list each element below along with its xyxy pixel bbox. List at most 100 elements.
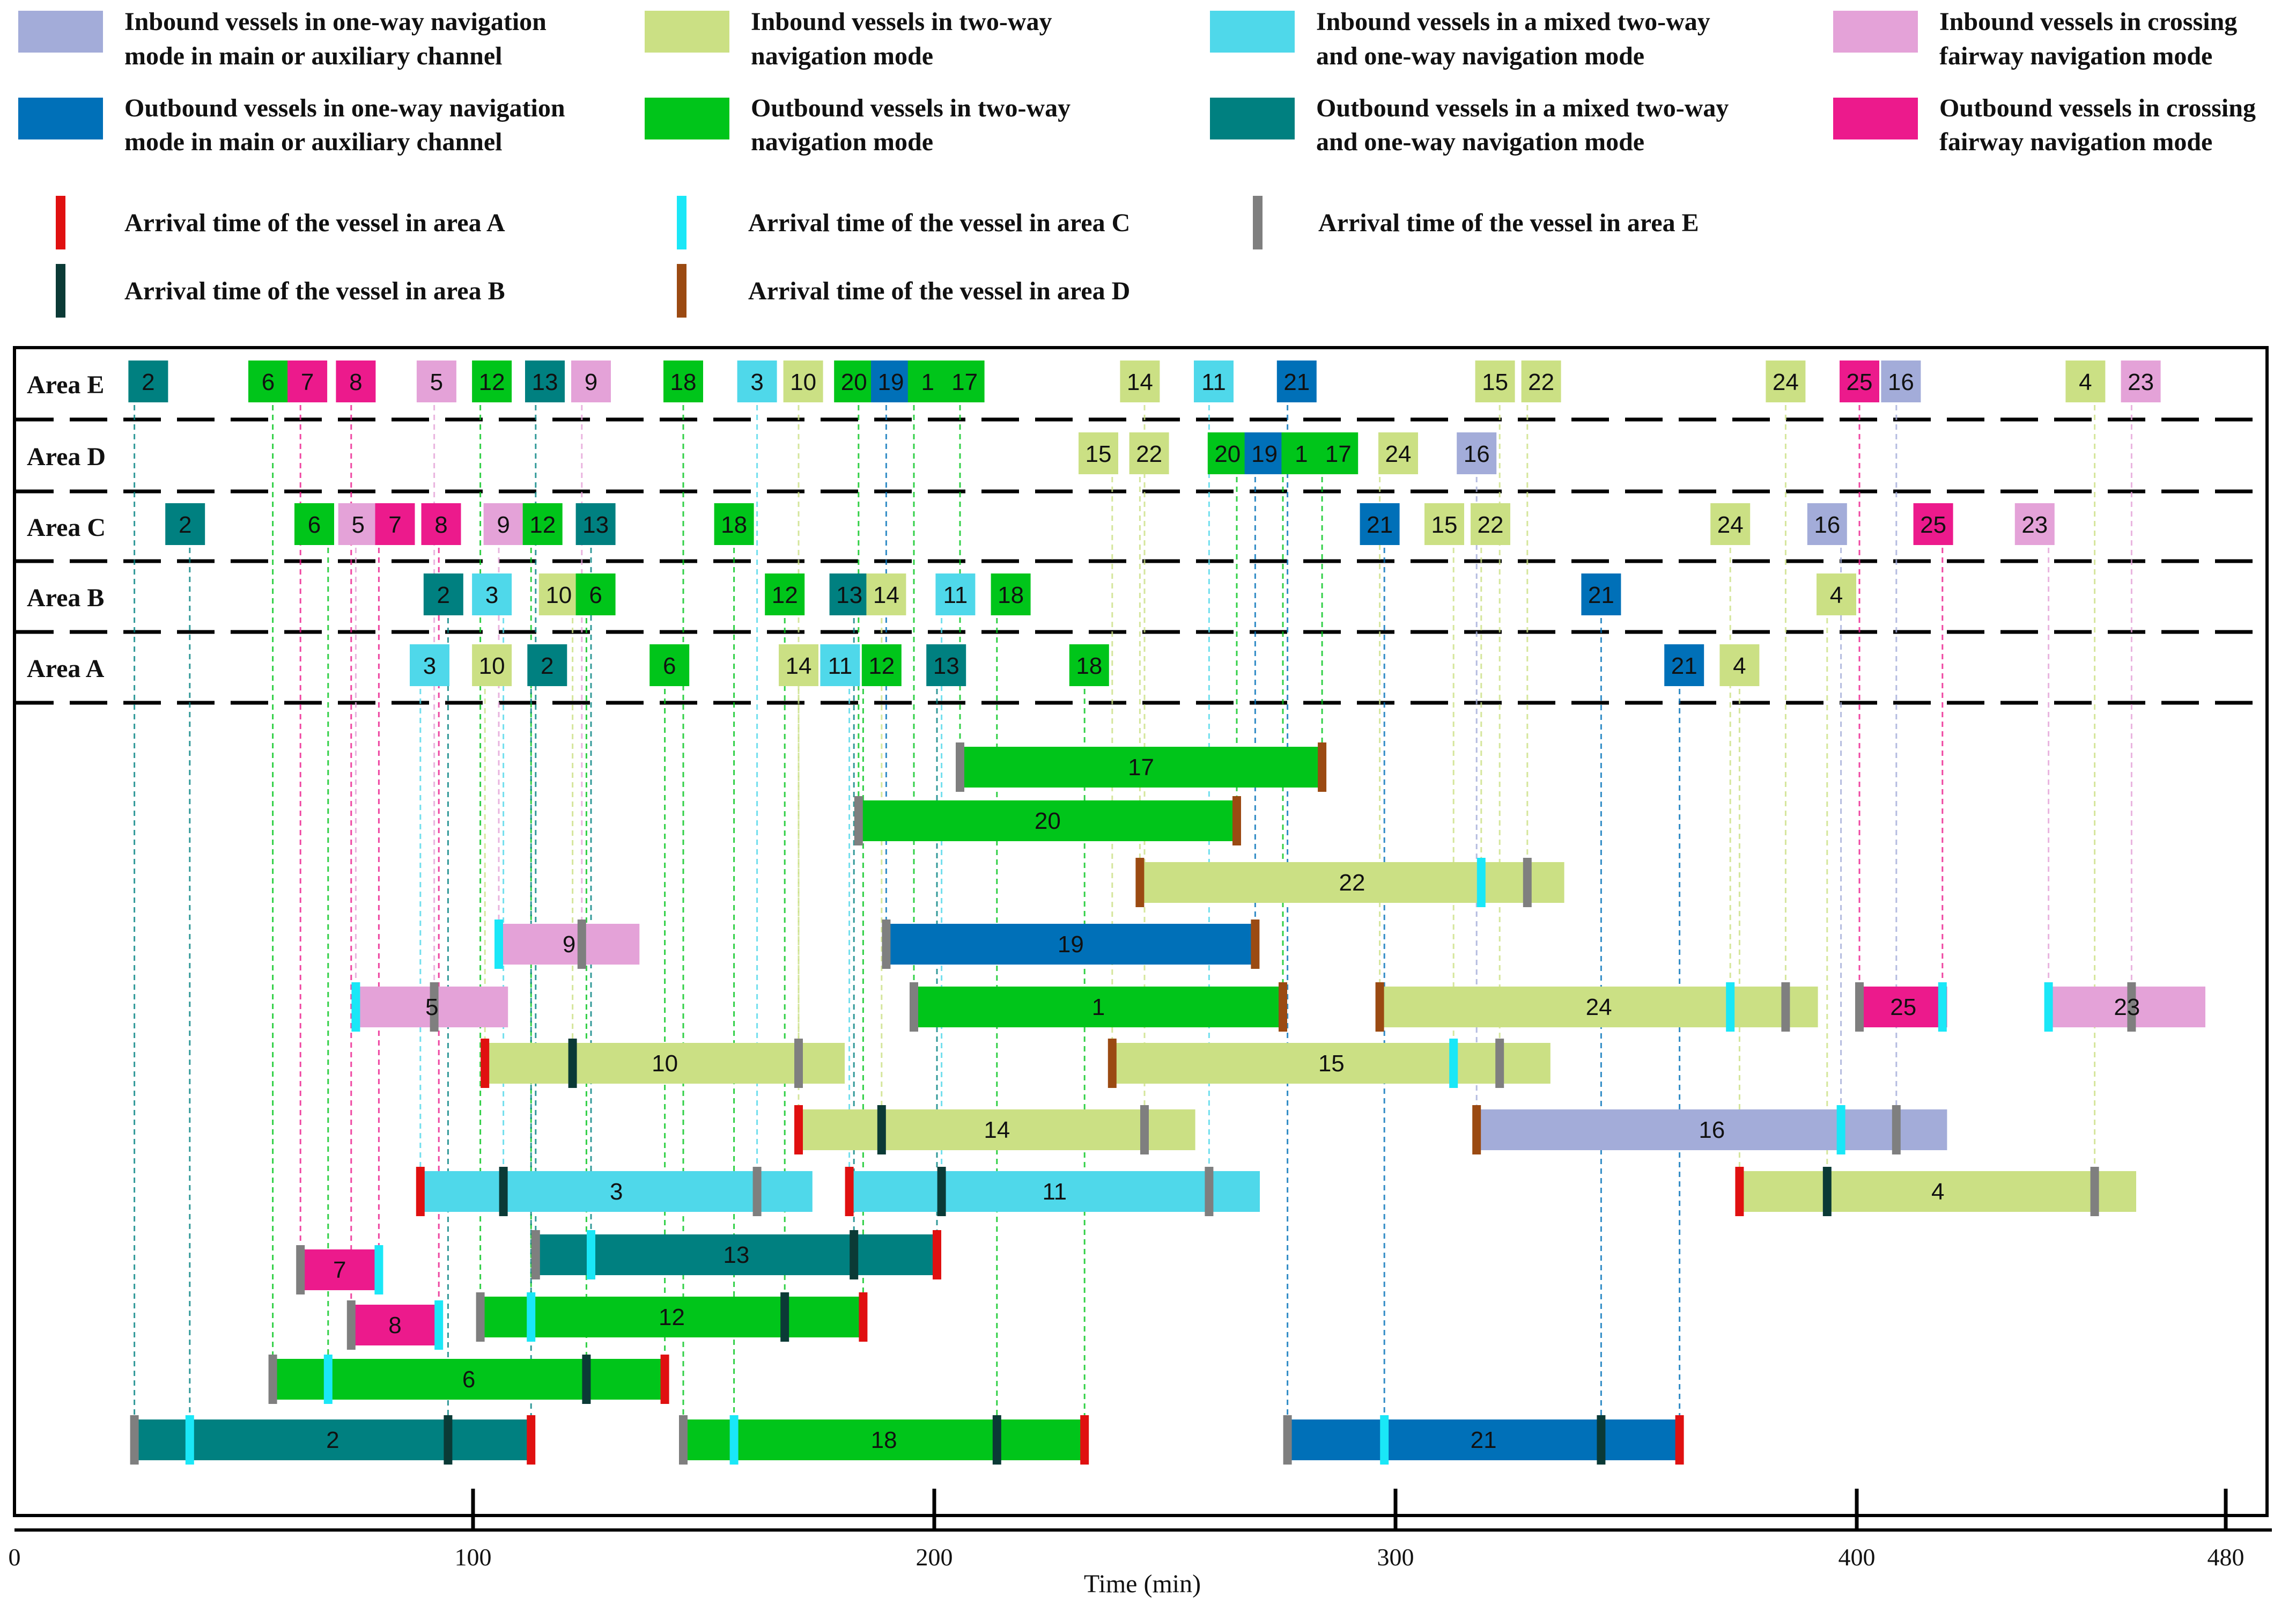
- area-chip-D-17: [1318, 432, 1359, 474]
- area-chip-A-3: [410, 644, 449, 686]
- area-chip-label-D-20: 20: [1214, 441, 1241, 467]
- vessel-bar-6: [272, 1359, 665, 1400]
- vessel-bar-label-5: 5: [425, 994, 438, 1020]
- legend-label-in_crossing-line2: fairway navigation mode: [1939, 42, 2212, 70]
- arrival-marker-10-A: [481, 1039, 490, 1088]
- legend-swatch-out_mixed: [1210, 98, 1295, 139]
- area-chip-label-C-6: 6: [308, 512, 321, 538]
- area-chip-A-18: [1069, 644, 1109, 686]
- area-chip-A-21: [1664, 644, 1704, 686]
- vessel-bar-label-16: 16: [1699, 1117, 1725, 1143]
- area-chip-A-12: [861, 644, 902, 686]
- area-chip-label-C-5: 5: [351, 512, 364, 538]
- vessel-bar-label-17: 17: [1128, 754, 1154, 781]
- plot-frame: [13, 346, 2269, 1517]
- arrival-marker-4-B: [1822, 1167, 1832, 1216]
- arrival-marker-20-D: [1232, 796, 1241, 845]
- legend-marker-marker_A: [56, 196, 65, 249]
- vessel-bar-4: [1739, 1171, 2136, 1212]
- vessel-bar-label-18: 18: [871, 1427, 897, 1453]
- vessel-bar-25: [1859, 987, 1947, 1027]
- legend-label-in_oneway-line1: Inbound vessels in one-way navigation: [124, 8, 547, 36]
- vessel-bar-12: [480, 1297, 863, 1337]
- area-chip-A-2: [527, 644, 567, 686]
- arrival-marker-23-E: [2127, 982, 2136, 1032]
- legend-arrival-marker_C: Arrival time of the vessel in area C: [748, 209, 1130, 237]
- vessel-bar-label-8: 8: [388, 1312, 401, 1338]
- arrival-marker-24-D: [1375, 982, 1384, 1032]
- vessel-bars: 17 20 22 9 19 5 1 24 25 23 10 15 14 16 3 11 4 13 7 12 8 6 2 18 2…: [130, 742, 2205, 1465]
- vessel-bar-16: [1476, 1109, 1947, 1150]
- area-chip-label-A-14: 14: [786, 653, 812, 679]
- arrival-marker-4-A: [1735, 1167, 1744, 1216]
- legend-label-out_twoway-line1: Outbound vessels in two-way: [751, 94, 1071, 122]
- area-chip-label-E-18: 18: [670, 369, 697, 395]
- arrival-marker-3-B: [499, 1167, 508, 1216]
- arrival-marker-9-E: [577, 919, 586, 969]
- arrival-marker-11-B: [937, 1167, 946, 1216]
- area-chip-C-23: [2014, 503, 2055, 545]
- area-chip-label-E-25: 25: [1847, 369, 1873, 395]
- vessel-bar-8: [351, 1305, 439, 1345]
- area-label-area-b: Area B: [27, 584, 104, 612]
- vessel-bar-22: [1140, 862, 1564, 903]
- area-chip-label-E-21: 21: [1283, 369, 1310, 395]
- area-chip-label-E-13: 13: [532, 369, 558, 395]
- area-chip-label-E-15: 15: [1482, 369, 1508, 395]
- area-chip-label-E-22: 22: [1528, 369, 1554, 395]
- area-chip-A-13: [926, 644, 966, 686]
- area-chip-label-A-2: 2: [541, 653, 553, 679]
- arrival-marker-9-C: [494, 919, 503, 969]
- area-chip-label-B-11: 11: [943, 582, 968, 608]
- area-label-area-d: Area D: [27, 443, 106, 471]
- vessel-bar-9: [499, 924, 640, 965]
- area-chip-E-14: [1120, 361, 1160, 402]
- vessel-bar-label-1: 1: [1092, 994, 1105, 1020]
- area-chip-label-C-18: 18: [721, 512, 747, 538]
- area-chip-E-5: [416, 361, 456, 402]
- area-chip-label-E-23: 23: [2128, 369, 2154, 395]
- legend-label-out_oneway-line1: Outbound vessels in one-way navigation: [124, 94, 565, 122]
- vessel-bar-23: [2048, 987, 2205, 1027]
- area-chip-label-E-20: 20: [841, 369, 867, 395]
- area-chip-A-6: [649, 644, 690, 686]
- legend-swatch-in_mixed: [1210, 11, 1295, 53]
- x-tick-label-200: 200: [916, 1543, 953, 1571]
- legend-label-out_crossing-line2: fairway navigation mode: [1939, 128, 2212, 156]
- vessel-bar-label-14: 14: [984, 1117, 1010, 1143]
- area-chip-C-18: [714, 503, 754, 545]
- vessel-bar-label-6: 6: [462, 1366, 475, 1393]
- arrival-marker-21-B: [1597, 1415, 1606, 1465]
- area-chip-label-D-22: 22: [1136, 441, 1162, 467]
- area-chip-label-A-18: 18: [1076, 653, 1102, 679]
- vessel-bar-13: [535, 1234, 937, 1275]
- area-chip-label-B-4: 4: [1830, 582, 1843, 608]
- vessel-bar-20: [858, 800, 1237, 841]
- legend-label-in_twoway-line1: Inbound vessels in two-way: [751, 8, 1052, 36]
- vessel-bar-19: [886, 924, 1256, 965]
- area-chip-B-10: [538, 573, 579, 615]
- arrival-marker-17-E: [956, 742, 964, 792]
- vessel-bar-label-20: 20: [1035, 808, 1061, 834]
- area-chip-label-C-12: 12: [529, 512, 556, 538]
- legend-marker-marker_D: [677, 264, 686, 318]
- arrival-marker-13-E: [531, 1230, 540, 1279]
- area-chip-label-B-12: 12: [772, 582, 798, 608]
- area-chip-E-22: [1521, 361, 1561, 402]
- area-chip-label-D-16: 16: [1464, 441, 1490, 467]
- area-chip-B-3: [472, 573, 512, 615]
- area-chip-E-18: [663, 361, 703, 402]
- area-chip-B-4: [1817, 573, 1856, 615]
- area-chip-E-24: [1766, 361, 1806, 402]
- arrival-marker-15-D: [1108, 1039, 1117, 1088]
- area-chip-label-E-17: 17: [951, 369, 978, 395]
- vessel-bar-10: [485, 1043, 845, 1084]
- legend-swatch-in_oneway: [18, 11, 103, 53]
- area-chip-label-C-22: 22: [1478, 512, 1504, 538]
- arrival-marker-2-C: [185, 1415, 194, 1465]
- legend-swatch-in_twoway: [645, 11, 729, 53]
- area-chip-label-D-1: 1: [1295, 441, 1308, 467]
- area-chip-B-6: [575, 573, 616, 615]
- legend-swatch-out_crossing: [1833, 98, 1918, 139]
- arrival-marker-6-A: [660, 1355, 669, 1404]
